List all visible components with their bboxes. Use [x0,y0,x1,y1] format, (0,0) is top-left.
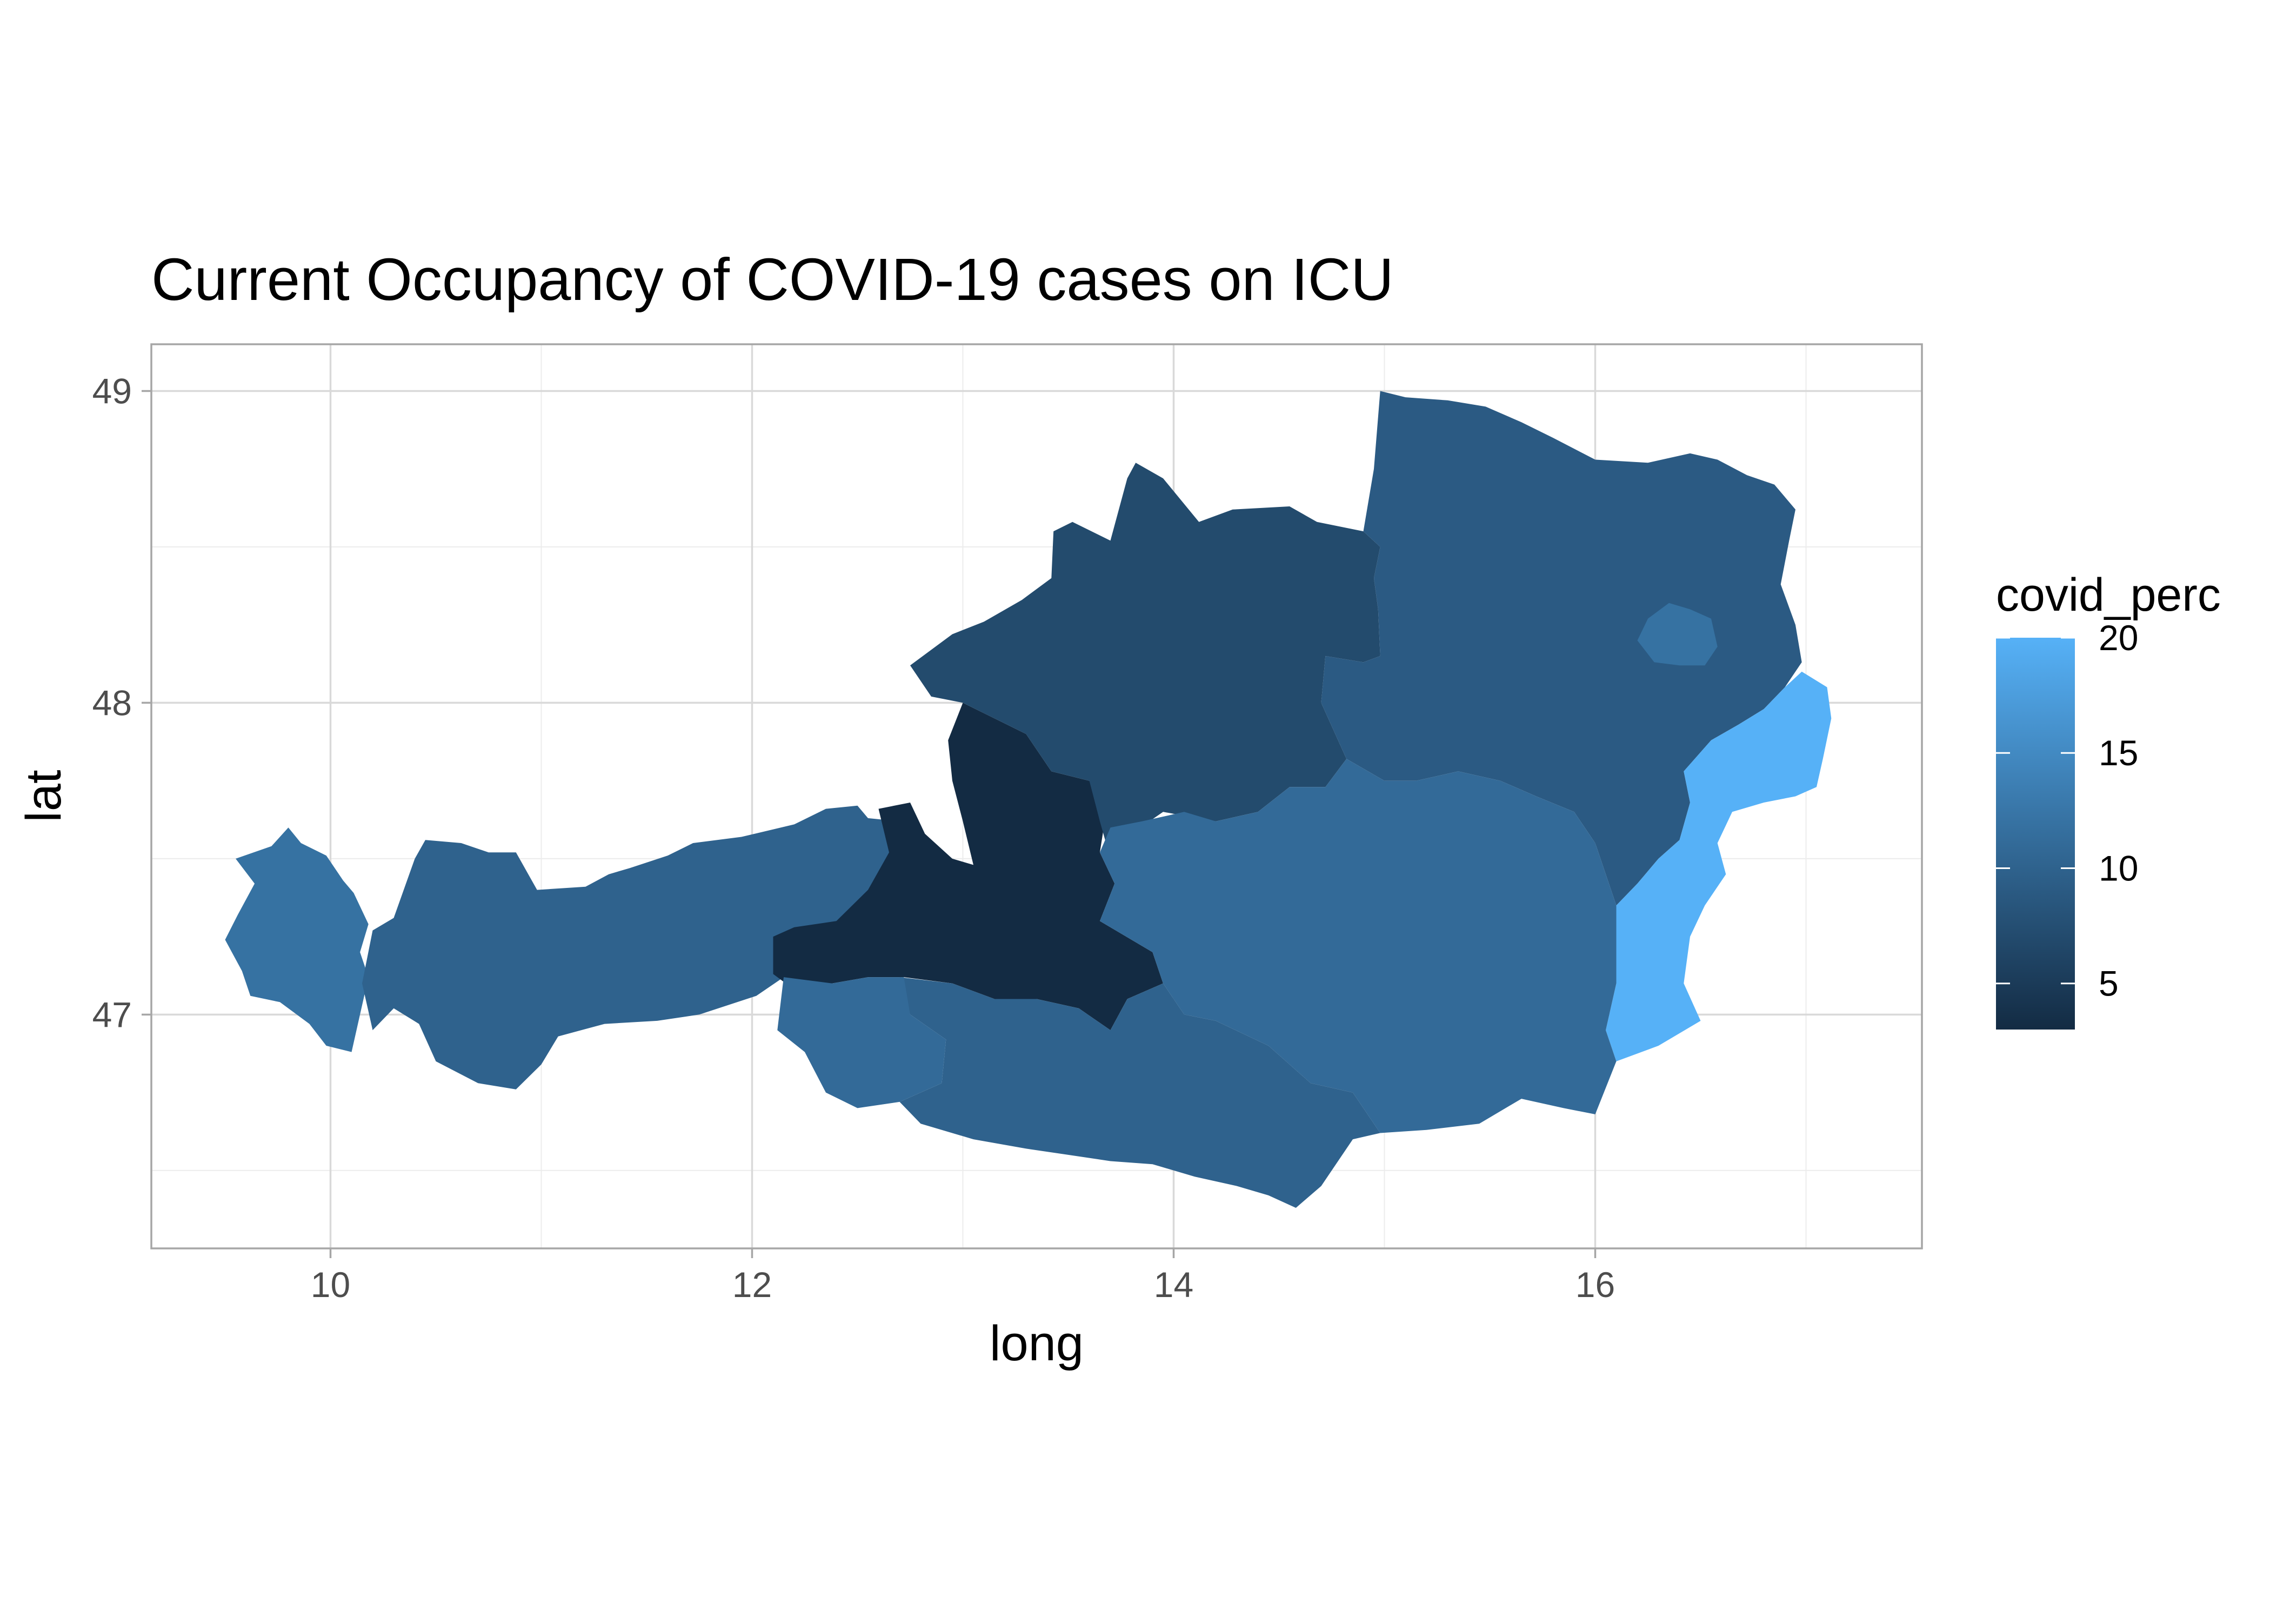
legend-ticks: 5 10 15 20 [1996,618,2138,1004]
x-tick-label: 12 [732,1265,772,1305]
legend-colorbar [1996,638,2075,1030]
y-axis-title: lat [16,770,71,822]
panel-border [150,343,1923,1249]
x-tick-label: 14 [1154,1265,1193,1305]
x-tick-label: 10 [311,1265,350,1305]
y-tick-label: 49 [92,371,132,411]
region-vorarlberg [225,827,369,1052]
region-burgenland [1606,671,1832,1061]
y-tick-label: 48 [92,683,132,723]
chart-title: Current Occupancy of COVID-19 cases on I… [151,246,1394,313]
legend-label: 5 [2099,964,2119,1004]
legend-title: covid_perc [1996,569,2221,621]
region-osttirol [777,977,946,1108]
x-axis-title: long [990,1316,1084,1371]
region-tirol [362,805,917,1090]
y-tick-label: 47 [92,994,132,1034]
x-tick-label: 16 [1575,1265,1615,1305]
region-steiermark [1100,759,1617,1133]
legend: covid_perc 5 10 15 20 [1996,569,2221,1030]
region-ober-sterreich [910,463,1380,859]
region-wien [1637,603,1718,666]
legend-label: 10 [2099,848,2138,888]
axes: 10 12 14 16 47 48 49 [92,371,1615,1305]
region-k-rnten [899,977,1380,1208]
region-salzburg [773,703,1163,1031]
regions [225,391,1832,1208]
legend-label: 15 [2099,733,2138,773]
legend-label: 20 [2099,618,2138,658]
region-nieder-sterreich [1321,391,1802,906]
